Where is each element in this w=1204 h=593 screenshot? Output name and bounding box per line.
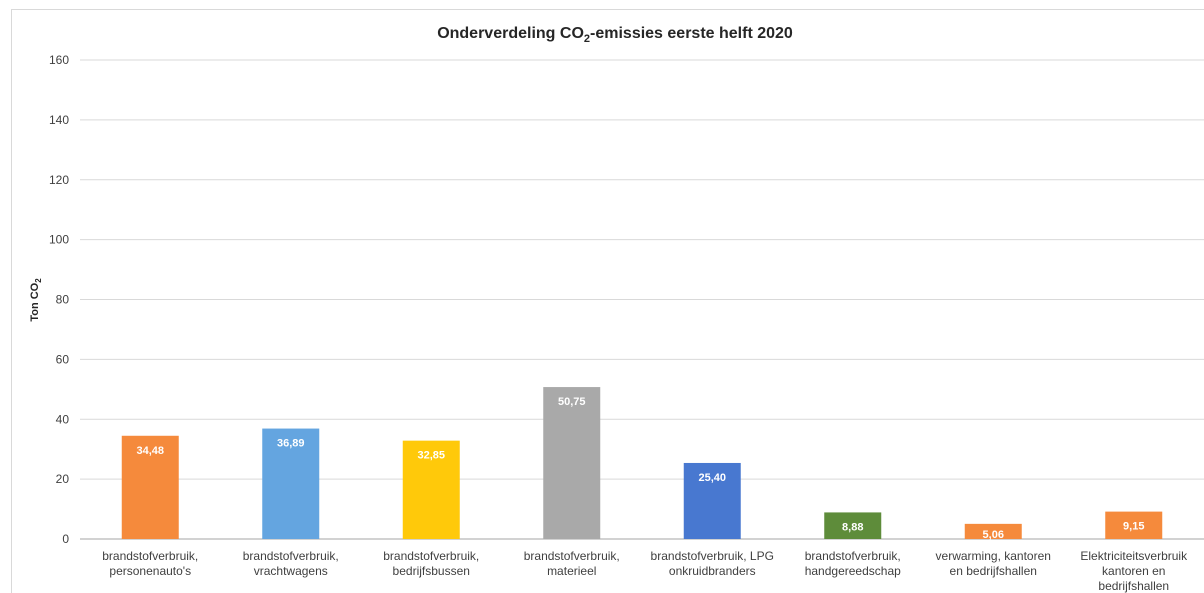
- category-label-line: brandstofverbruik,: [383, 549, 479, 563]
- gridlines: [80, 59, 1204, 540]
- y-tick-label: 40: [56, 412, 70, 426]
- data-label: 36,89: [277, 438, 305, 450]
- y-tick-label: 0: [62, 532, 69, 546]
- category-label-line: verwarming, kantoren: [936, 549, 1051, 563]
- bar: [402, 440, 460, 539]
- category-label: brandstofverbruik, LPG onkruidbranders: [651, 549, 774, 578]
- category-label: brandstofverbruik, handgereedschap: [805, 549, 901, 578]
- bar: [121, 435, 179, 539]
- data-label: 8,88: [842, 521, 863, 533]
- y-tick-label: 140: [49, 113, 69, 127]
- category-label-line: brandstofverbruik,: [243, 549, 339, 563]
- category-label-line: kantoren en: [1102, 564, 1165, 578]
- bar: [1105, 511, 1163, 539]
- chart-title-rest: -emissies eerste helft 2020: [590, 25, 793, 42]
- category-label: brandstofverbruik, materieel: [524, 549, 620, 578]
- y-axis-ticks: 0 20 40 60 80 100 120 140 160: [49, 53, 69, 546]
- category-label: Elektriciteitsverbruik kantoren en bedrijf…: [1080, 549, 1188, 593]
- category-label: brandstofverbruik, vrachtwagens: [243, 549, 339, 578]
- bar: [824, 512, 882, 539]
- bar: [683, 462, 741, 539]
- category-label-line: onkruidbranders: [669, 564, 756, 578]
- data-label: 9,15: [1123, 521, 1144, 533]
- category-label-line: en bedrijfshallen: [950, 564, 1037, 578]
- category-label-line: brandstofverbruik,: [805, 549, 901, 563]
- data-label: 50,75: [558, 396, 586, 408]
- y-tick-label: 160: [49, 53, 69, 67]
- category-label-line: Elektriciteitsverbruik: [1080, 549, 1188, 563]
- y-tick-label: 80: [56, 293, 70, 307]
- category-label-line: vrachtwagens: [254, 564, 328, 578]
- y-tick-label: 20: [56, 472, 70, 486]
- y-tick-label: 60: [56, 352, 70, 366]
- category-label-line: bedrijfshallen: [1098, 579, 1169, 593]
- category-label-line: brandstofverbruik, LPG: [651, 549, 774, 563]
- chart-title-main: Onderverdeling CO: [437, 25, 584, 42]
- y-axis-label-main: Ton CO: [29, 282, 41, 321]
- bar: [543, 387, 601, 539]
- data-label: 25,40: [698, 472, 726, 484]
- category-label: verwarming, kantoren en bedrijfshallen: [936, 549, 1051, 578]
- y-axis-label-subscript: 2: [34, 278, 43, 283]
- bar: [964, 523, 1022, 539]
- chart-area: [11, 9, 1204, 593]
- category-labels: brandstofverbruik, personenauto'sbrandsto…: [102, 549, 1188, 593]
- y-axis-label: Ton CO2: [29, 278, 43, 322]
- bars: [121, 387, 1163, 539]
- y-tick-label: 120: [49, 173, 69, 187]
- chart-title: Onderverdeling CO2-emissies eerste helft…: [437, 25, 793, 45]
- data-label: 32,85: [417, 450, 445, 462]
- category-label-line: bedrijfsbussen: [393, 564, 470, 578]
- category-label-line: brandstofverbruik,: [102, 549, 198, 563]
- y-axis-label-group: Ton CO2: [29, 278, 43, 322]
- category-label-line: personenauto's: [109, 564, 191, 578]
- data-label: 34,48: [136, 445, 164, 457]
- category-label-line: materieel: [547, 564, 596, 578]
- category-label: brandstofverbruik, bedrijfsbussen: [383, 549, 479, 578]
- category-label: brandstofverbruik, personenauto's: [102, 549, 198, 578]
- category-label-line: handgereedschap: [805, 564, 901, 578]
- data-label: 5,06: [983, 529, 1004, 541]
- bar: [262, 428, 320, 539]
- category-label-line: brandstofverbruik,: [524, 549, 620, 563]
- chart-title-subscript: 2: [584, 33, 590, 45]
- data-labels: 34,48 36,89 32,85 50,75 25,40 8,88 5,06 9,15: [136, 396, 1144, 541]
- y-tick-label: 100: [49, 233, 69, 247]
